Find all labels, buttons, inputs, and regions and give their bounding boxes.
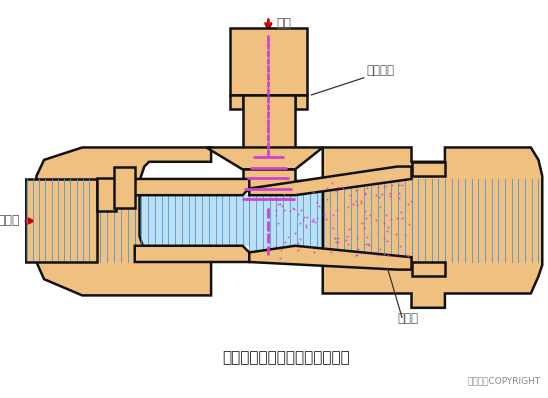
Text: 空气: 空气 [276,17,291,30]
Polygon shape [36,148,211,295]
Polygon shape [323,148,543,308]
Polygon shape [135,195,249,246]
Polygon shape [230,95,243,109]
Text: 射流式水力冲击式空气扩散装置: 射流式水力冲击式空气扩散装置 [222,350,350,365]
Polygon shape [230,28,306,95]
Bar [25,179,96,262]
Polygon shape [25,179,36,262]
Polygon shape [249,166,412,195]
Polygon shape [243,95,295,150]
Polygon shape [135,179,249,195]
Polygon shape [295,95,306,109]
Polygon shape [412,262,445,276]
Polygon shape [135,246,249,262]
Text: 东方仿真COPYRIGHT: 东方仿真COPYRIGHT [467,377,540,386]
Polygon shape [412,179,539,262]
Polygon shape [206,148,323,170]
Text: 扩散器: 扩散器 [397,312,418,325]
Polygon shape [412,162,445,176]
Bar [114,166,135,208]
Polygon shape [249,246,412,269]
Polygon shape [243,170,295,190]
Text: 空气竖管: 空气竖管 [367,64,395,77]
Bar [96,178,116,211]
Polygon shape [36,179,135,262]
Text: 混合液: 混合液 [0,215,20,227]
Polygon shape [249,179,412,262]
